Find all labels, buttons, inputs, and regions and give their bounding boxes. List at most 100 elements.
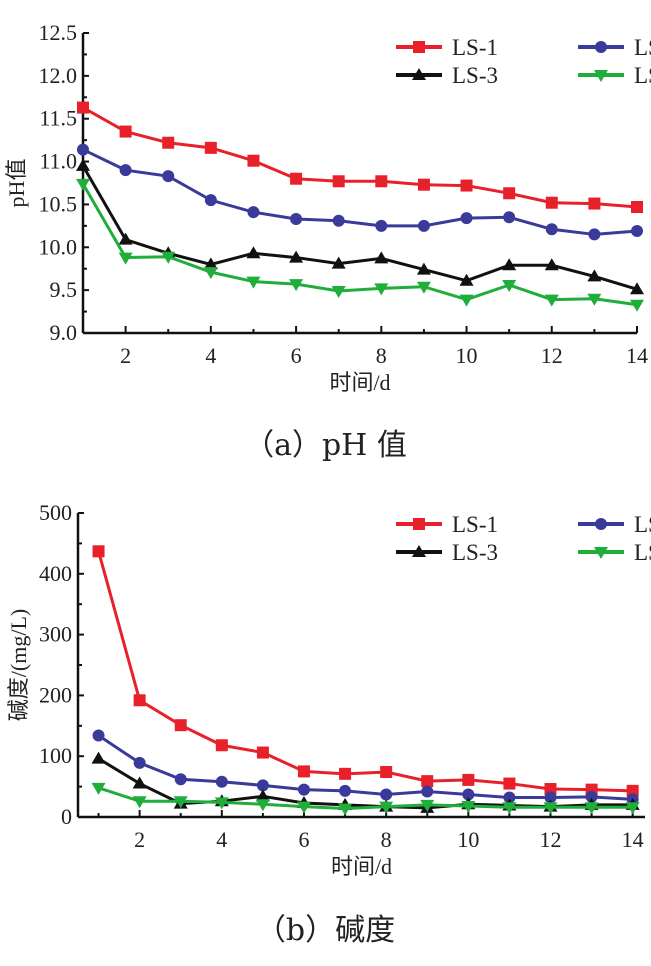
x-tick-label: 12: [541, 343, 563, 368]
data-point-LS-4: [173, 796, 188, 809]
data-point-LS-4: [416, 281, 431, 294]
caption-a: （a）pH 值: [244, 428, 407, 463]
data-point-LS-1: [460, 179, 473, 192]
data-point-LS-2: [545, 223, 558, 236]
legend-marker-LS-4: [594, 70, 608, 82]
series-line-LS-2: [82, 148, 638, 236]
legend-label-LS-3: LS-3: [452, 63, 498, 88]
data-point-LS-1: [339, 767, 352, 780]
data-point-LS-2: [503, 211, 516, 224]
x-tick-label: 4: [216, 827, 227, 852]
data-point-LS-1: [133, 694, 146, 707]
legend-label-LS-4: LS-4: [634, 540, 651, 565]
alkalinity-chart: 0 100 200 300 400 500 2 4 6 8 10 12 14 时间/d 碱度/(mg/L) L…: [6, 500, 651, 879]
y-tick-label: 10.0: [39, 234, 78, 259]
y-tick-label: 12.5: [39, 20, 78, 45]
x-tick-label: 10: [456, 343, 478, 368]
data-point-LS-2: [297, 783, 310, 796]
data-point-LS-4: [161, 251, 176, 264]
data-point-LS-4: [544, 294, 559, 307]
legend-marker-LS-3: [412, 68, 426, 80]
data-point-LS-1: [119, 125, 132, 138]
y-tick-label: 11.5: [39, 106, 77, 131]
y-tick-label: 9.0: [50, 320, 78, 345]
caption-b: （b）碱度: [255, 913, 396, 948]
data-point-LS-2: [215, 775, 228, 788]
data-point-LS-3: [459, 273, 474, 286]
data-point-LS-4: [420, 799, 435, 812]
x-axis-label: 时间/d: [331, 854, 392, 879]
data-point-LS-4: [379, 801, 394, 814]
data-point-LS-2: [162, 170, 175, 183]
data-point-LS-3: [331, 256, 346, 269]
x-tick-label: 6: [298, 827, 309, 852]
y-tick-label: 10.5: [39, 191, 78, 216]
data-point-LS-4: [338, 803, 353, 816]
x-axis-label: 时间/d: [329, 370, 390, 395]
data-point-LS-4: [289, 279, 304, 292]
series-line-LS-1: [97, 550, 633, 793]
data-point-LS-3: [587, 269, 602, 282]
data-point-LS-4: [118, 252, 133, 265]
data-point-LS-4: [630, 299, 644, 312]
data-point-LS-3: [544, 258, 559, 271]
data-point-LS-2: [174, 773, 187, 786]
data-point-LS-1: [174, 719, 187, 732]
data-point-LS-3: [502, 258, 517, 271]
legend-marker-LS-3: [412, 545, 426, 557]
data-point-LS-2: [339, 784, 352, 797]
data-point-LS-2: [332, 214, 345, 227]
legend-label-LS-4: LS-4: [634, 63, 651, 88]
data-point-LS-1: [215, 739, 228, 752]
x-tick-label: 14: [626, 343, 648, 368]
data-point-LS-4: [331, 286, 346, 298]
data-point-LS-3: [203, 257, 218, 270]
ph-chart: 9.0 9.5 10.0 10.5 11.0 11.5 12.0 12.5 2 4 6 8 10 12 14…: [4, 20, 651, 395]
data-point-LS-1: [626, 784, 639, 797]
y-tick-label: 500: [39, 500, 72, 525]
legend-marker-LS-2: [595, 518, 607, 530]
data-point-LS-2: [380, 788, 393, 801]
y-axis-label: 碱度/(mg/L): [6, 609, 31, 721]
x-tick-label: 2: [120, 343, 131, 368]
data-point-LS-1: [204, 141, 217, 154]
data-point-LS-1: [545, 196, 558, 209]
data-point-LS-1: [503, 187, 516, 200]
data-point-LS-4: [502, 280, 517, 292]
data-point-LS-1: [375, 175, 388, 188]
x-tick-label: 8: [376, 343, 387, 368]
data-point-LS-3: [255, 789, 270, 802]
data-point-LS-2: [256, 779, 269, 792]
data-point-LS-4: [203, 267, 218, 280]
data-point-LS-1: [417, 178, 430, 191]
data-point-LS-1: [77, 101, 89, 114]
y-tick-label: 11.0: [39, 149, 77, 174]
y-tick-label: 200: [39, 682, 72, 707]
x-tick-label: 2: [134, 827, 145, 852]
data-point-LS-2: [588, 228, 601, 241]
y-tick-label: 0: [61, 804, 72, 829]
data-point-LS-2: [585, 790, 598, 803]
x-tick-label: 8: [381, 827, 392, 852]
data-point-LS-2: [631, 225, 643, 237]
data-point-LS-4: [625, 802, 640, 815]
data-point-LS-1: [380, 766, 393, 779]
data-point-LS-2: [247, 206, 260, 219]
data-point-LS-1: [92, 545, 105, 558]
data-point-LS-1: [162, 136, 175, 149]
series-line-LS-4: [81, 183, 638, 307]
data-point-LS-1: [256, 746, 269, 759]
data-point-LS-3: [289, 250, 304, 263]
data-point-LS-2: [92, 729, 105, 742]
y-tick-label: 9.5: [50, 277, 78, 302]
data-point-LS-1: [588, 197, 601, 210]
data-point-LS-1: [631, 201, 643, 213]
data-point-LS-2: [462, 788, 475, 801]
data-point-LS-2: [204, 194, 217, 207]
legend-marker-LS-1: [413, 518, 425, 530]
data-point-LS-1: [290, 172, 303, 185]
y-tick-label: 400: [39, 561, 72, 586]
data-point-LS-2: [375, 219, 388, 232]
data-point-LS-4: [91, 782, 106, 795]
y-tick-label: 300: [39, 622, 72, 647]
